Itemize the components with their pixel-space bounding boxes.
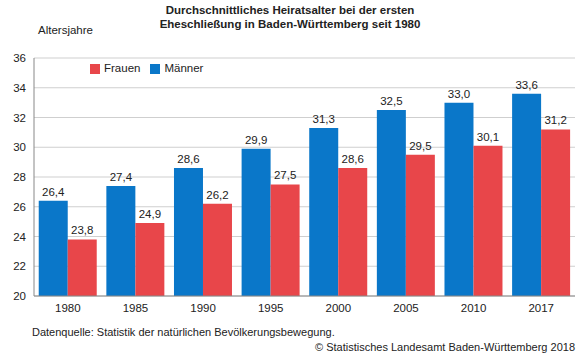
svg-text:26,2: 26,2 — [206, 189, 228, 201]
svg-text:31,2: 31,2 — [544, 114, 566, 126]
html-text:Durchschnittliches Heiratsalte: Durchschnittliches Heiratsalter bei der … — [159, 4, 421, 30]
svg-text:24,9: 24,9 — [139, 208, 161, 220]
svg-text:2005: 2005 — [393, 302, 419, 314]
html-text:Frauen: Frauen — [104, 62, 141, 74]
svg-text:26: 26 — [13, 201, 26, 213]
svg-text:22: 22 — [13, 260, 26, 272]
svg-text:1985: 1985 — [123, 302, 149, 314]
svg-text:33,0: 33,0 — [448, 88, 470, 100]
svg-text:30,1: 30,1 — [477, 131, 499, 143]
html-text:© Statistisches Landesamt Bade: © Statistisches Landesamt Baden-Württemb… — [315, 341, 575, 353]
html-text:Datenquelle: Statistik der nat: Datenquelle: Statistik der natürlichen B… — [32, 326, 335, 338]
svg-text:28,6: 28,6 — [177, 153, 199, 165]
svg-text:29,5: 29,5 — [409, 140, 431, 152]
svg-text:28,6: 28,6 — [342, 153, 364, 165]
svg-text:29,9: 29,9 — [245, 134, 267, 146]
svg-text:1980: 1980 — [55, 302, 81, 314]
svg-text:20: 20 — [13, 290, 26, 302]
svg-text:2010: 2010 — [461, 302, 487, 314]
svg-text:2000: 2000 — [326, 302, 352, 314]
svg-text:2017: 2017 — [528, 302, 554, 314]
svg-text:23,8: 23,8 — [71, 224, 93, 236]
html-text:Männer: Männer — [164, 62, 204, 74]
svg-text:34: 34 — [13, 82, 26, 94]
svg-text:1995: 1995 — [258, 302, 284, 314]
svg-text:24: 24 — [13, 231, 26, 243]
svg-text:32: 32 — [13, 112, 26, 124]
svg-text:28: 28 — [13, 171, 26, 183]
svg-text:27,5: 27,5 — [274, 169, 296, 181]
svg-text:31,3: 31,3 — [313, 113, 335, 125]
svg-text:27,4: 27,4 — [110, 171, 133, 183]
html-text:Altersjahre: Altersjahre — [38, 24, 93, 36]
svg-text:33,6: 33,6 — [515, 79, 537, 91]
svg-text:36: 36 — [13, 52, 26, 64]
svg-text:1990: 1990 — [190, 302, 216, 314]
svg-text:26,4: 26,4 — [42, 186, 65, 198]
svg-text:32,5: 32,5 — [380, 95, 402, 107]
svg-text:30: 30 — [13, 141, 26, 153]
